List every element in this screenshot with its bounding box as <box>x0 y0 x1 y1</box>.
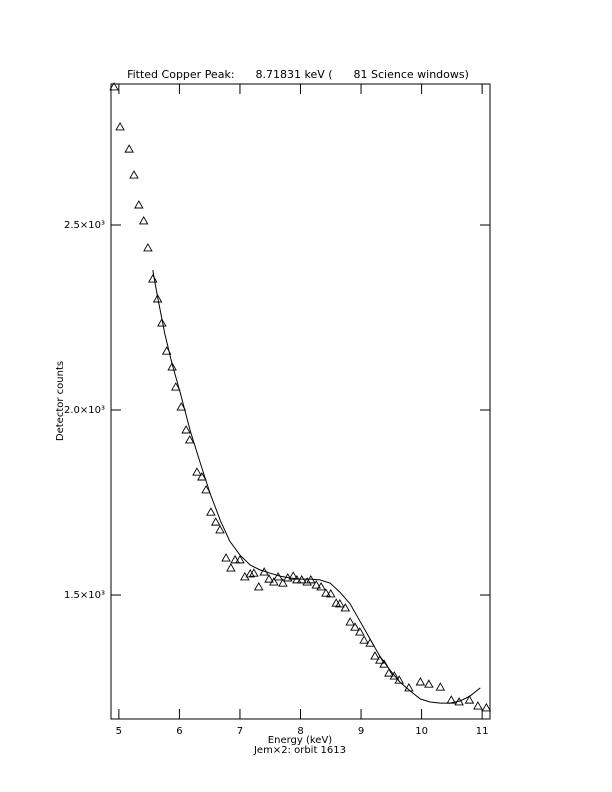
data-point <box>335 599 345 608</box>
data-point <box>167 362 177 371</box>
data-point <box>288 571 299 580</box>
data-point <box>424 679 434 688</box>
data-point <box>245 569 256 578</box>
data-point <box>389 671 400 680</box>
data-point <box>221 553 231 562</box>
data-point <box>181 425 191 434</box>
data-point <box>138 216 149 225</box>
data-point <box>157 318 167 327</box>
data-point <box>379 659 389 668</box>
data-point <box>230 554 240 564</box>
subtitle: Jem×2: orbit 1613 <box>253 745 346 756</box>
data-point <box>435 682 446 691</box>
data-point <box>340 603 351 612</box>
data-point <box>370 651 380 660</box>
data-point <box>481 702 492 712</box>
chart-title: Fitted Copper Peak: 8.71831 keV ( 81 Sci… <box>127 68 469 81</box>
data-point <box>206 507 216 516</box>
data-point <box>311 580 322 589</box>
data-point <box>359 635 369 644</box>
x-tick-label: 8 <box>297 726 303 737</box>
data-point <box>269 577 279 586</box>
data-point <box>147 274 158 283</box>
x-tick-label: 11 <box>476 726 489 737</box>
data-point <box>210 517 221 526</box>
data-point <box>197 472 207 481</box>
data-point <box>143 243 153 252</box>
data-point <box>384 668 394 677</box>
data-point <box>345 617 355 626</box>
y-tick-label: 2.0×10³ <box>64 405 105 416</box>
x-tick-label: 6 <box>176 726 182 737</box>
y-tick-label: 2.5×10³ <box>64 220 105 231</box>
data-point <box>302 577 312 586</box>
data-point <box>394 675 404 684</box>
data-point <box>192 467 202 476</box>
data-point <box>201 485 211 494</box>
data-point <box>176 402 187 411</box>
data-point <box>331 598 341 607</box>
data-point <box>152 294 163 303</box>
data-point <box>184 435 195 444</box>
data-point <box>464 695 475 704</box>
fit-line <box>152 270 481 704</box>
x-tick-label: 9 <box>358 726 364 737</box>
data-point <box>350 622 360 631</box>
data-point <box>325 589 336 598</box>
x-tick-label: 7 <box>237 726 243 737</box>
y-tick-label: 1.5×10³ <box>64 590 105 601</box>
data-point <box>404 683 414 692</box>
x-tick-label: 10 <box>415 726 428 737</box>
data-point <box>226 563 236 572</box>
data-point <box>109 82 119 91</box>
data-point <box>115 122 125 131</box>
data-point <box>129 170 139 179</box>
data-point <box>264 574 274 583</box>
data-point <box>235 554 245 564</box>
y-axis-label: Detector counts <box>55 361 66 441</box>
data-point <box>415 677 426 686</box>
data-point <box>124 144 134 153</box>
plot-frame <box>110 83 491 720</box>
data-point <box>473 701 483 710</box>
data-point <box>249 568 259 577</box>
data-point <box>215 524 225 534</box>
data-point <box>253 581 264 591</box>
data-point <box>316 581 326 591</box>
x-axis-label: Energy (keV) <box>268 735 333 746</box>
data-point <box>355 627 365 636</box>
x-tick-label: 5 <box>116 726 122 737</box>
data-point <box>278 578 288 587</box>
data-point <box>134 200 144 209</box>
data-point <box>321 588 331 597</box>
data-point <box>171 382 181 391</box>
